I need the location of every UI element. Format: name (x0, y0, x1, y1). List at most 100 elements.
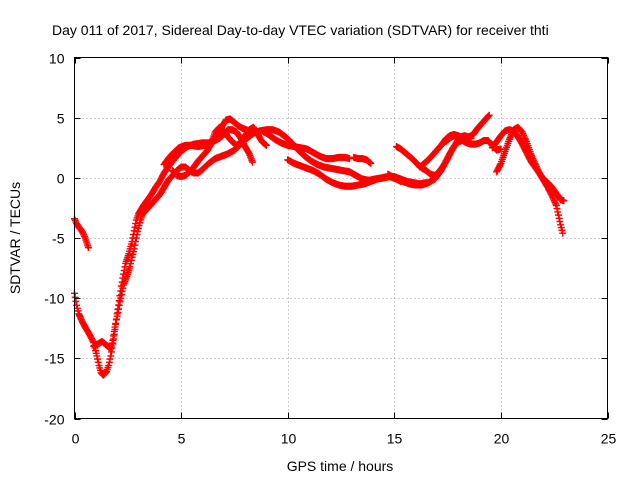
data-point-interp (248, 157, 256, 165)
series-segment-l (493, 123, 568, 205)
data-point-interp (136, 219, 144, 227)
x-tick-label: 5 (178, 431, 186, 447)
data-point-interp (110, 332, 118, 340)
data-point-interp (159, 186, 167, 194)
data-point (130, 227, 138, 235)
data-point-interp (115, 305, 123, 313)
data-point-interp (112, 316, 120, 324)
data-point-interp (118, 287, 126, 295)
data-point-interp (106, 355, 114, 363)
data-point-interp (526, 148, 534, 156)
data-point (117, 291, 125, 299)
data-point (113, 312, 121, 320)
data-point-interp (520, 133, 528, 141)
data-point-interp (117, 294, 125, 302)
data-point-interp (558, 226, 566, 234)
data-point-interp (84, 242, 92, 250)
data-point-interp (129, 248, 137, 256)
y-tick-label: -20 (44, 412, 64, 428)
data-point-interp (442, 157, 450, 165)
data-point-interp (119, 284, 127, 292)
data-point (115, 301, 123, 309)
data-point-interp (551, 198, 559, 206)
data-point-interp (80, 232, 88, 240)
data-point-interp (532, 161, 540, 169)
data-point-interp (554, 208, 562, 216)
data-point-interp (206, 143, 214, 151)
data-point-interp (125, 265, 133, 273)
data-point-interp (72, 297, 80, 305)
data-point-interp (454, 133, 462, 141)
data-point-interp (516, 126, 524, 134)
y-tick-label: 10 (49, 51, 65, 67)
series-segment-a (71, 215, 92, 252)
data-point (554, 211, 562, 219)
data-point-interp (92, 349, 100, 357)
data-point-interp (112, 319, 120, 327)
series-segment-h (384, 170, 405, 185)
data-point-interp (74, 307, 82, 315)
y-tick-labels: -20 -15 -10 -5 0 5 10 (44, 51, 64, 428)
data-point-interp (559, 196, 567, 204)
data-point-interp (555, 214, 563, 222)
data-point-interp (159, 172, 167, 180)
data-point-interp (496, 161, 504, 169)
x-tick-label: 10 (281, 431, 297, 447)
data-point-interp (549, 193, 557, 201)
data-point-interp (88, 336, 96, 344)
x-tick-label: 15 (387, 431, 403, 447)
data-point-interp (446, 149, 454, 157)
data-point-interp (132, 238, 140, 246)
data-point-interp (71, 293, 79, 301)
data-point-interp (532, 163, 540, 171)
data-point-interp (116, 298, 124, 306)
data-point-interp (527, 151, 535, 159)
data-point-interp (201, 150, 209, 158)
series-segment-c (90, 126, 430, 353)
data-point-interp (262, 141, 270, 149)
data-point-interp (396, 177, 404, 185)
data-point-interp (522, 136, 530, 144)
data-point-interp (96, 366, 104, 374)
data-point-interp (500, 149, 508, 157)
data-point-interp (206, 141, 214, 149)
data-point-interp (529, 155, 537, 163)
data-point-interp (520, 131, 528, 139)
y-tick-label: -15 (44, 351, 64, 367)
x-tick-labels: 0 5 10 15 20 25 (72, 431, 617, 447)
data-point-interp (108, 339, 116, 347)
y-tick-label: -5 (52, 231, 65, 247)
data-point-interp (114, 309, 122, 317)
data-point-interp (84, 328, 92, 336)
data-point-interp (124, 252, 132, 260)
data-point-interp (556, 218, 564, 226)
series-segment-m (441, 132, 462, 146)
chart-title: Day 011 of 2017, Sidereal Day-to-day VTE… (52, 22, 549, 38)
data-point-interp (508, 131, 516, 139)
data-point-interp (530, 158, 538, 166)
y-tick-label: 5 (57, 111, 65, 127)
x-tick-label: 0 (72, 431, 80, 447)
data-point-interp (550, 197, 558, 205)
data-point-interp (506, 134, 514, 142)
data-point-interp (89, 337, 97, 345)
data-point-interp (244, 147, 252, 155)
data-point-interp (122, 274, 130, 282)
grid (74, 57, 608, 419)
data-point-interp (71, 216, 79, 224)
axis-ticks (74, 57, 609, 420)
data-point-interp (495, 162, 503, 170)
data-point-interp (345, 154, 353, 162)
data-point-interp (505, 137, 513, 145)
data-point-interp (80, 231, 88, 239)
data-point-interp (133, 231, 141, 239)
x-tick-label: 25 (601, 431, 617, 447)
data-point-interp (549, 195, 557, 203)
data-point-interp (252, 128, 260, 136)
data-point-interp (107, 348, 115, 356)
series-segment-g (350, 153, 375, 167)
data-series (71, 111, 568, 379)
data-point-interp (94, 358, 102, 366)
data-point-interp (533, 164, 541, 172)
